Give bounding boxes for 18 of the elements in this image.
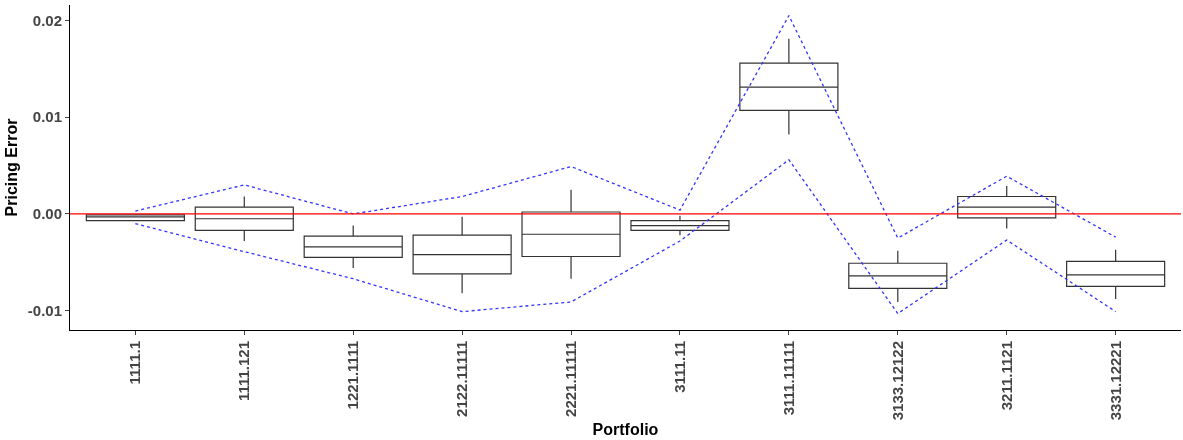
x-axis-title: Portfolio [592,420,659,438]
x-tick-label: 1111.121 [235,341,253,402]
x-tick-label: 2122.11111 [452,341,470,417]
y-axis-title: Pricing Error [2,118,20,217]
x-tick-label: 3331.12221 [1106,341,1124,421]
y-tick-label: 0.00 [32,205,62,223]
x-tick-label: 2221.11111 [561,341,579,417]
y-tick-label: 0.02 [32,11,62,29]
x-tick-label: 3111.11111 [779,341,797,416]
y-tick-label: -0.01 [27,301,62,319]
y-tick-label: 0.01 [32,108,62,126]
x-tick-label: 3111.11 [670,341,688,393]
x-tick-label: 1111.1 [126,341,144,385]
line-series [134,14,1117,239]
line-series [134,159,1117,315]
x-tick-label: 1221.1111 [344,341,362,410]
x-tick-label: 3211.1121 [997,341,1015,411]
x-tick-label: 3133.12122 [888,341,906,421]
